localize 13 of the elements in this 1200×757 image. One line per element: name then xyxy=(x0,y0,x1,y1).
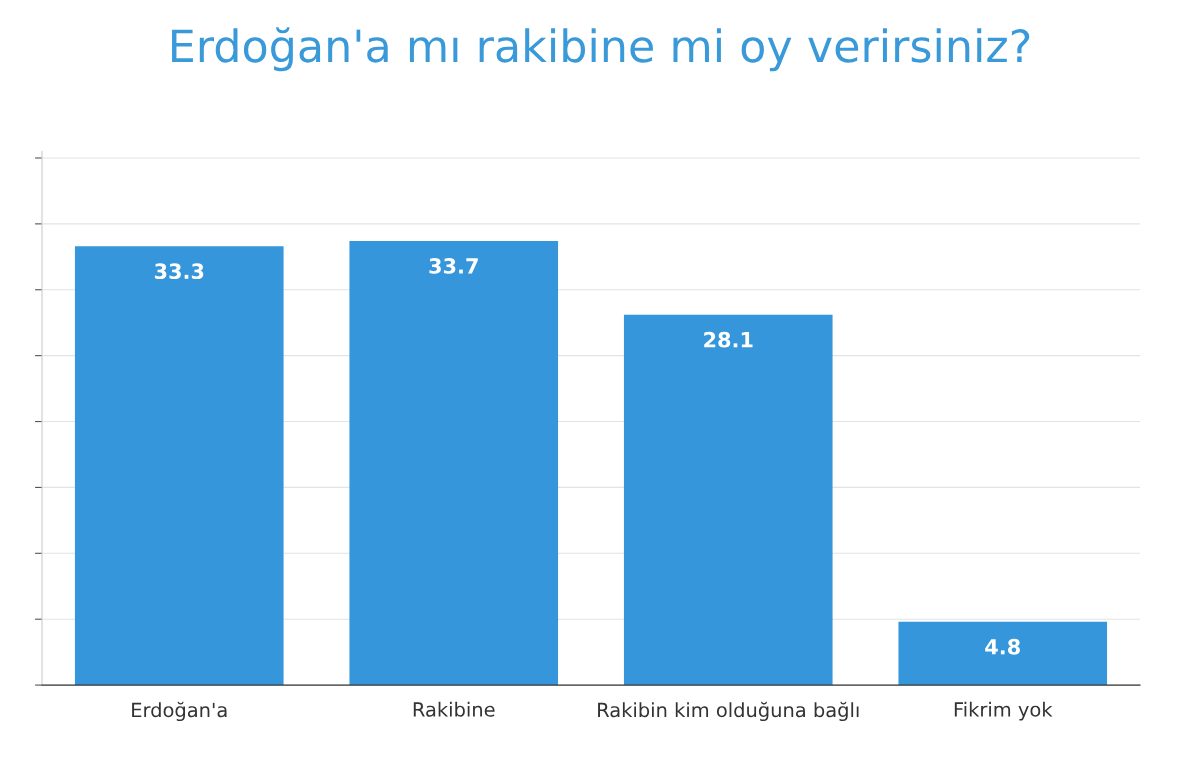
data-label: 33.7 xyxy=(429,258,478,274)
bar xyxy=(623,314,833,686)
bar xyxy=(349,241,559,686)
chart-title: Erdoğan'a mı rakibine mi oy verirsiniz? xyxy=(172,27,1030,72)
x-tick-label: Fikrim yok xyxy=(954,701,1053,721)
x-tick-label: Rakibin kim olduğuna bağlı xyxy=(598,701,859,722)
data-label: 4.8 xyxy=(985,638,1020,655)
data-label: 28.1 xyxy=(704,331,753,348)
data-label: 33.3 xyxy=(154,263,204,280)
bar xyxy=(898,621,1108,686)
bar xyxy=(74,246,284,686)
x-tick-label: Rakibine xyxy=(413,701,495,717)
x-tick-label: Erdoğan'a xyxy=(132,701,227,722)
